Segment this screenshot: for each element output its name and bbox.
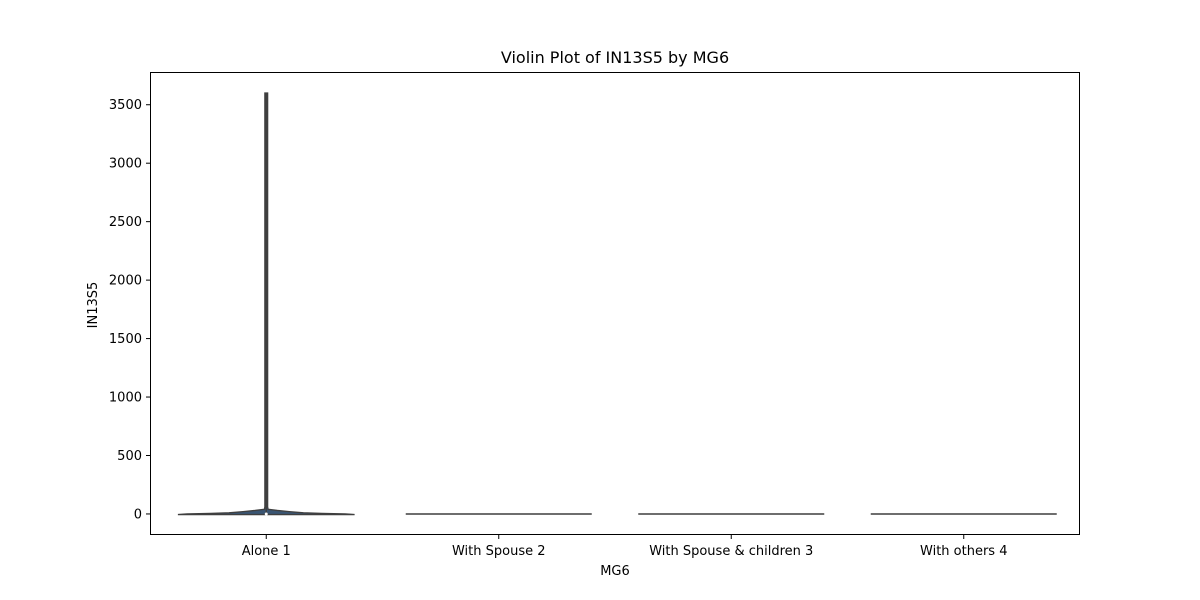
x-tick-label: With others 4 [920,544,1007,559]
y-tick-label: 500 [117,449,142,464]
x-tick-label: With Spouse 2 [452,544,546,559]
y-tick-label: 2000 [109,274,142,289]
violin-median [264,512,268,516]
x-axis: Alone 1 With Spouse 2 With Spouse & childr… [242,535,1007,559]
y-tick-label: 3500 [109,98,142,113]
y-tick-label: 1000 [109,391,142,406]
plot-area [177,92,1057,516]
plot-frame [150,72,1080,535]
y-tick-label: 2500 [109,215,142,230]
y-tick-label: 1500 [109,332,142,347]
x-tick-label: Alone 1 [242,544,291,559]
chart-title: Violin Plot of IN13S5 by MG6 [501,48,729,67]
y-tick-label: 3000 [109,157,142,172]
y-axis: 0 500 1000 1500 2000 2500 3000 3500 [109,98,150,522]
y-tick-label: 0 [134,507,142,522]
x-tick-label: With Spouse & children 3 [649,544,813,559]
y-axis-label: IN13S5 [86,282,101,329]
x-axis-label: MG6 [600,564,630,579]
